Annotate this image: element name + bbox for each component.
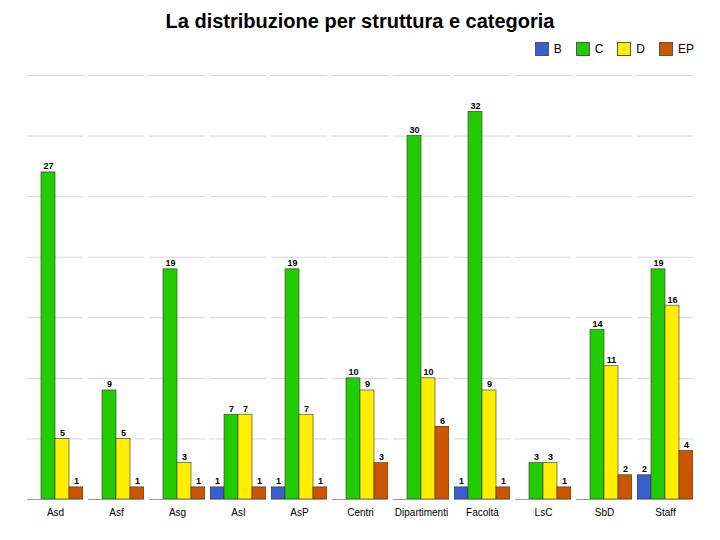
- svg-text:5: 5: [60, 428, 65, 438]
- svg-text:2: 2: [642, 464, 647, 474]
- svg-text:9: 9: [365, 379, 370, 389]
- svg-text:1: 1: [562, 476, 567, 486]
- svg-text:5: 5: [121, 428, 126, 438]
- svg-text:3: 3: [182, 452, 187, 462]
- svg-text:Asg: Asg: [169, 507, 186, 518]
- svg-text:10: 10: [423, 367, 433, 377]
- svg-text:11: 11: [607, 355, 617, 365]
- svg-text:AsI: AsI: [231, 507, 245, 518]
- html-text:La distribuzione per struttura: La distribuzione per struttura e categor…: [165, 10, 555, 32]
- svg-text:19: 19: [653, 258, 663, 268]
- svg-text:10: 10: [348, 367, 358, 377]
- svg-text:1: 1: [215, 476, 220, 486]
- svg-text:30: 30: [409, 125, 419, 135]
- svg-text:AsP: AsP: [290, 507, 309, 518]
- svg-text:14: 14: [592, 319, 602, 329]
- svg-text:1: 1: [459, 476, 464, 486]
- svg-text:Dipartimenti: Dipartimenti: [395, 507, 448, 518]
- svg-text:Centri: Centri: [347, 507, 374, 518]
- svg-text:32: 32: [470, 101, 480, 111]
- svg-text:1: 1: [276, 476, 281, 486]
- html-text:C: C: [594, 41, 604, 56]
- svg-text:19: 19: [165, 258, 175, 268]
- svg-text:2: 2: [623, 464, 628, 474]
- svg-text:3: 3: [548, 452, 553, 462]
- svg-text:6: 6: [440, 416, 445, 426]
- svg-text:Asd: Asd: [47, 507, 64, 518]
- svg-text:Asf: Asf: [109, 507, 124, 518]
- svg-text:7: 7: [304, 404, 309, 414]
- svg-text:3: 3: [534, 452, 539, 462]
- svg-text:1: 1: [135, 476, 140, 486]
- html-text:D: D: [636, 41, 645, 56]
- svg-text:7: 7: [229, 404, 234, 414]
- svg-text:Facoltà: Facoltà: [466, 507, 499, 518]
- svg-text:1: 1: [257, 476, 262, 486]
- svg-text:Staff: Staff: [655, 507, 676, 518]
- svg-text:4: 4: [684, 440, 689, 450]
- svg-text:19: 19: [287, 258, 297, 268]
- html-text:B: B: [553, 41, 562, 56]
- svg-text:1: 1: [318, 476, 323, 486]
- svg-text:LsC: LsC: [535, 507, 553, 518]
- svg-text:1: 1: [501, 476, 506, 486]
- svg-text:3: 3: [379, 452, 384, 462]
- svg-text:9: 9: [487, 379, 492, 389]
- svg-text:1: 1: [74, 476, 79, 486]
- svg-text:27: 27: [43, 161, 53, 171]
- html-text:EP: EP: [678, 41, 694, 56]
- svg-text:16: 16: [667, 295, 677, 305]
- svg-text:1: 1: [196, 476, 201, 486]
- svg-text:7: 7: [243, 404, 248, 414]
- svg-text:9: 9: [107, 379, 112, 389]
- svg-text:SbD: SbD: [595, 507, 614, 518]
